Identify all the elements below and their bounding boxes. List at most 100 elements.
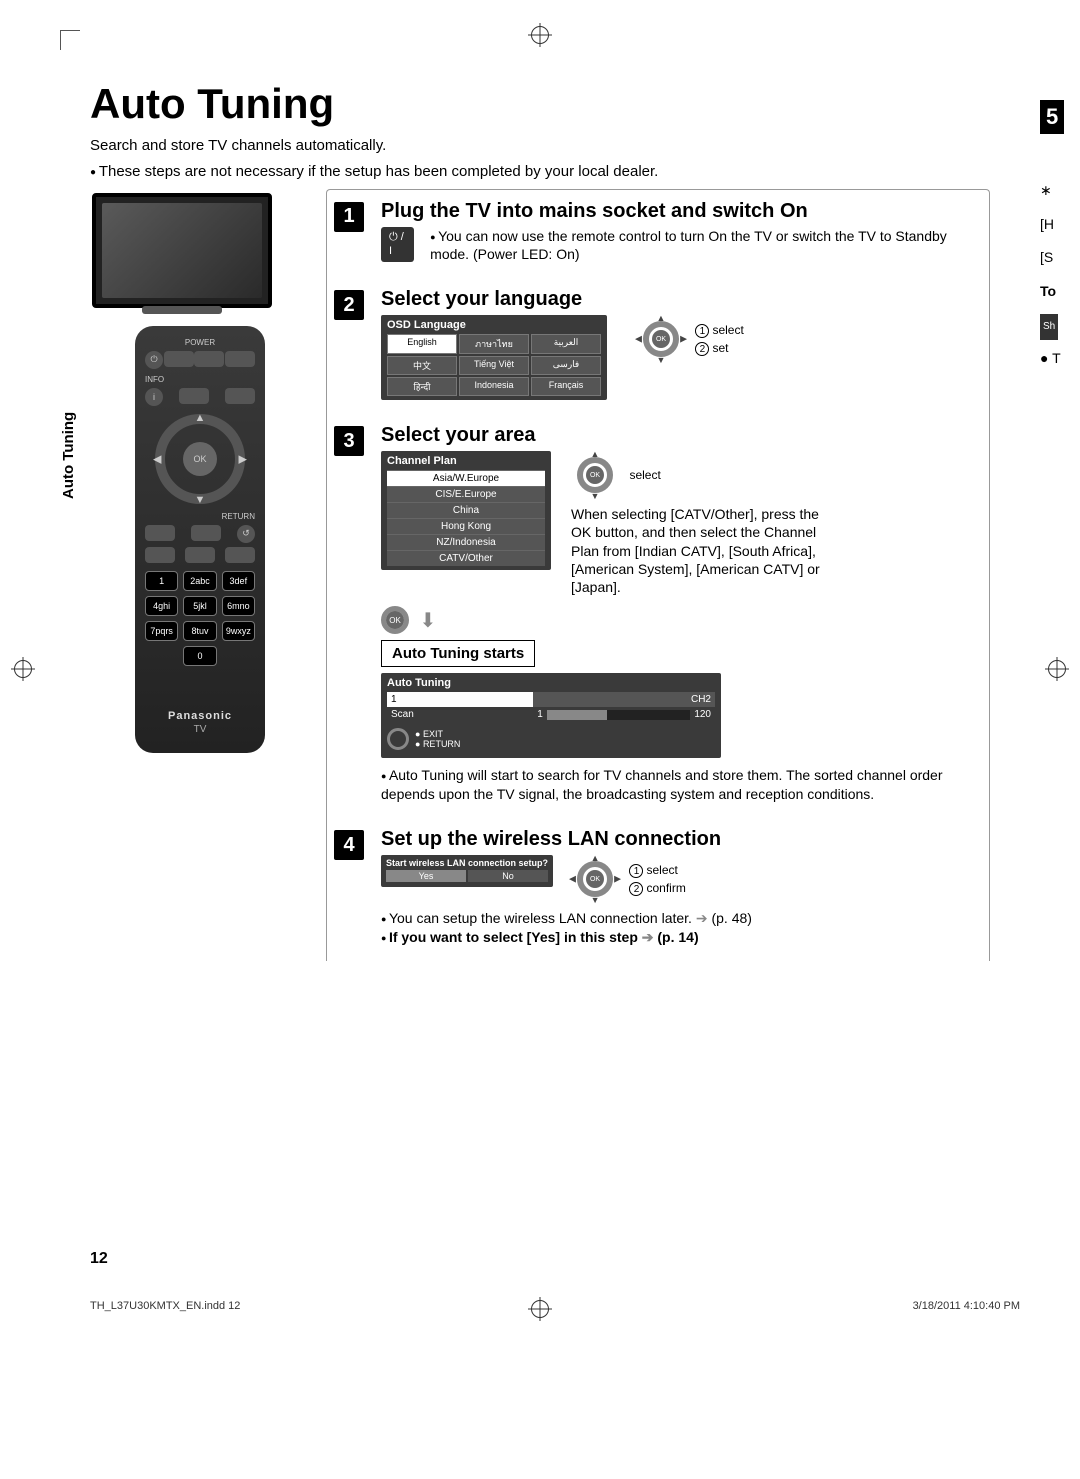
remote-info-label: INFO [145,375,255,384]
remote-key-1: 1 [145,571,178,591]
footer: TH_L37U30KMTX_EN.indd 12 3/18/2011 4:10:… [90,1300,1020,1312]
remote-return-button: ↺ [237,525,255,543]
step-3-dpad-group: OK▲▼ select [571,451,831,499]
lang-option: English [387,334,457,354]
step-1: 1 Plug the TV into mains socket and swit… [327,190,989,279]
intro-line-1: Search and store TV channels automatical… [90,136,990,156]
step-2-action-2: set [712,341,728,355]
remote-info-button: i [145,388,163,406]
remote-button [145,547,175,563]
auto-tuning-panel: Auto Tuning 1 CH2 Scan 1 [381,673,721,758]
step-1-title: Plug the TV into mains socket and switch… [381,200,979,223]
step-4-dpad-group: OK▲▼◀▶ 1select 2confirm [571,855,686,903]
remote-key-7: 7pqrs [145,621,178,641]
registration-mark-left [14,660,32,683]
bleed-text: [H [1040,208,1080,242]
right-page-bleed: 5 ∗ [H [S To Sh ● T [1040,100,1080,900]
page-title: Auto Tuning [90,80,990,128]
area-option: Hong Kong [387,518,545,534]
dpad-icon: OK▲▼ [571,451,619,499]
lang-option: العربية [531,334,601,354]
bleed-text: Sh [1040,314,1058,340]
side-tab-label: Auto Tuning [60,411,77,498]
remote-key-2: 2abc [183,571,216,591]
remote-brand: Panasonic [145,710,255,722]
step-1-number: 1 [334,202,364,232]
wlan-panel: Start wireless LAN connection setup? Yes… [381,855,553,887]
lang-option: 中文 [387,356,457,375]
channel-plan-panel: Channel Plan Asia/W.Europe CIS/E.Europe … [381,451,551,570]
steps-column: 1 Plug the TV into mains socket and swit… [326,189,990,961]
intro-line-2-text: These steps are not necessary if the set… [99,163,659,180]
step-2-number: 2 [334,290,364,320]
bleed-text-inner: T [1052,350,1061,366]
tuning-row-ch: 1 [387,692,533,707]
remote-button [194,351,224,367]
step-4-note-2: If you want to select [Yes] in this step… [381,928,979,947]
lang-option: Tiếng Việt [459,356,529,375]
step-4-note-1: You can setup the wireless LAN connectio… [381,909,979,928]
step-4-ref-1: (p. 48) [711,910,751,926]
remote-illustration: POWER ⏻ INFO i OK ▲▼◀▶ [135,326,265,753]
channel-plan-title: Channel Plan [387,455,545,467]
step-2: 2 Select your language OSD Language Engl… [327,278,989,414]
step-2-dpad-group: OK▲▼◀▶ 1select 2set [637,315,744,363]
wlan-header: Start wireless LAN connection setup? [386,858,548,868]
step-2-title: Select your language [381,288,979,311]
bleed-text: [S [1040,241,1080,275]
bleed-text: ∗ [1040,174,1080,208]
lang-option: ภาษาไทย [459,334,529,354]
next-step-number: 5 [1040,100,1064,134]
area-option: Asia/W.Europe [387,470,545,486]
ok-button-icon [381,606,409,634]
down-arrow-icon: ⬇ [419,610,436,632]
remote-button [225,351,255,367]
step-3-tuning-note: Auto Tuning will start to search for TV … [381,766,979,804]
page-number: 12 [90,1250,108,1268]
step-3-note: When selecting [CATV/Other], press the O… [571,505,831,596]
step-4-ref-2: (p. 14) [657,929,698,945]
auto-tuning-starts-label: Auto Tuning starts [381,640,535,667]
area-option: CATV/Other [387,550,545,566]
step-2-action-1: select [712,323,743,337]
remote-button [185,547,215,563]
footer-left: TH_L37U30KMTX_EN.indd 12 [90,1300,240,1312]
step-3-tuning-note-text: Auto Tuning will start to search for TV … [381,767,943,802]
hint-return: RETURN [423,739,461,749]
remote-button [179,388,209,404]
remote-ok-button: OK [183,442,217,476]
remote-button [225,388,255,404]
remote-key-4: 4ghi [145,596,178,616]
step-3-title: Select your area [381,424,979,447]
remote-key-8: 8tuv [183,621,216,641]
remote-key-0: 0 [183,646,216,666]
tuning-progress-left: 1 [537,709,543,720]
step-3-number: 3 [334,426,364,456]
remote-power-label: POWER [185,338,215,347]
osd-language-title: OSD Language [387,319,601,331]
lang-option: Français [531,377,601,396]
hint-exit: EXIT [423,729,443,739]
remote-button [191,525,221,541]
lang-option: فارسی [531,356,601,375]
step-3-action: select [629,468,660,482]
area-option: China [387,502,545,518]
dpad-icon: OK▲▼◀▶ [637,315,685,363]
step-3: 3 Select your area Channel Plan Asia/W.E… [327,414,989,818]
remote-key-6: 6mno [222,596,255,616]
remote-power-button: ⏻ [145,351,163,369]
step-1-note: You can now use the remote control to tu… [430,227,979,265]
remote-key-9: 9wxyz [222,621,255,641]
remote-button [164,351,194,367]
auto-tuning-header: Auto Tuning [387,677,715,689]
step-4-title: Set up the wireless LAN connection [381,828,979,851]
intro-line-2: These steps are not necessary if the set… [90,162,990,182]
remote-numpad: 1 2abc 3def 4ghi 5jkl 6mno 7pqrs 8tuv 9w… [145,571,255,666]
remote-button [225,547,255,563]
footer-right: 3/18/2011 4:10:40 PM [913,1300,1020,1312]
step-4-action-1: select [646,863,677,877]
remote-dpad: OK ▲▼◀▶ [155,414,245,504]
tuning-scan-label: Scan [387,707,533,722]
wlan-yes: Yes [386,870,466,882]
dpad-icon: OK▲▼◀▶ [571,855,619,903]
